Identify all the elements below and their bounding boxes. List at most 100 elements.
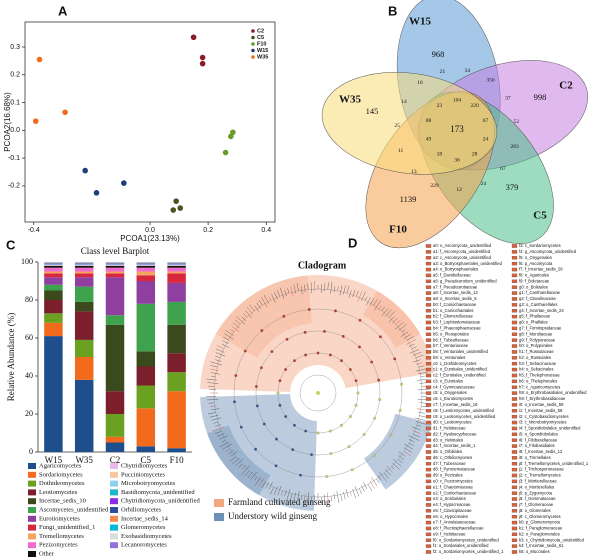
clade-ring: [255, 330, 381, 456]
clade-node: [341, 334, 345, 338]
bar-segment: [44, 277, 63, 285]
clade-branch: [409, 442, 414, 446]
bar-segment: [167, 267, 186, 272]
clade-node: [310, 453, 313, 457]
bar-segment: [167, 391, 186, 449]
taxon-marker: [425, 279, 432, 284]
point: [190, 34, 197, 41]
bar-segment: [167, 324, 186, 354]
clade-branch: [300, 495, 302, 500]
bar-segment: [105, 442, 125, 452]
bar-segment: [105, 315, 125, 325]
clade-ring: [233, 308, 403, 478]
panel-label: A: [58, 3, 68, 18]
clade-node: [276, 391, 280, 395]
clade-branch: [210, 368, 219, 371]
taxon-label: h9: f_Erythrobasidiaceae: [519, 396, 566, 401]
taxon-label: c6: c_Eurotiomycetes: [433, 396, 473, 401]
bar-segment: [136, 281, 156, 304]
taxon-label: f2: o_Sordariomycetes_unidentified_1: [433, 549, 504, 554]
taxon-label: g9: f_Polyporaceae: [519, 337, 556, 342]
taxon-marker: [511, 391, 518, 395]
clade-branch: [271, 294, 276, 303]
bar-segment: [74, 339, 94, 357]
clade-branch: [336, 491, 340, 504]
taxon-marker: [511, 320, 518, 325]
y-tick-label: 0.3: [10, 44, 20, 51]
clade-node: [356, 391, 360, 395]
taxon-label: b5: o_Pleosporales: [433, 331, 469, 336]
legend-label: Dothideomycetes: [39, 480, 85, 487]
region-value: 229: [430, 183, 439, 189]
taxon-marker: [425, 244, 432, 248]
taxon-label: h4: o_Sebacinales: [519, 367, 553, 372]
x-tick-label: 0.0: [145, 227, 155, 234]
y-tick-label: 100: [21, 257, 33, 266]
taxon-marker: [511, 385, 518, 389]
taxon-marker: [425, 379, 432, 384]
point: [177, 205, 184, 211]
clade-node: [358, 345, 361, 349]
region-value: 88: [426, 118, 432, 124]
taxon-label: i2: c_Cystobasidiomycetes: [519, 414, 569, 419]
clade-branch: [343, 285, 346, 295]
taxon-label: d1: f_Helotiaceae: [433, 426, 466, 431]
y-axis-title: Relative Abundance (%): [6, 313, 16, 401]
region-value: 24: [483, 137, 489, 143]
point: [199, 60, 206, 67]
taxon-marker: [425, 332, 432, 336]
clade-branch: [343, 491, 346, 500]
chart-title: Cladogram: [298, 260, 347, 271]
clade-branch: [381, 308, 389, 317]
legend-swatch: [110, 507, 118, 513]
clade-branch: [327, 492, 329, 503]
taxon-marker: [425, 462, 432, 466]
x-tick-label: 0.4: [261, 227, 271, 234]
taxon-label: k3: c_Chytridiomycota_unidentified: [519, 537, 585, 542]
taxon-label: d9: o_Pezizales: [433, 473, 463, 478]
taxon-label: a5: f_Davidiellaceae: [433, 273, 471, 278]
region-value: 49: [426, 137, 432, 143]
point: [82, 167, 88, 174]
taxon-label: c0: c_Dothideomycetes: [433, 361, 477, 366]
bar-segment: [167, 273, 186, 283]
clade-branch: [371, 477, 378, 486]
point: [222, 149, 229, 156]
clade-node: [328, 353, 332, 357]
clade-branch: [207, 399, 219, 401]
bar-segment: [136, 385, 156, 409]
clade-branch: [345, 488, 349, 498]
clade-branch: [265, 482, 270, 489]
clade-node: [334, 309, 337, 313]
taxon-label: g6: o_Phallales: [519, 320, 548, 325]
clade-branch: [211, 417, 222, 421]
clade-node: [348, 368, 352, 371]
taxon-marker: [511, 456, 518, 460]
clade-branch: [409, 349, 420, 354]
clade-node: [233, 400, 236, 404]
legend-marker: [251, 42, 255, 46]
taxon-label: a2: c_Ascomycota_unidentified: [433, 255, 492, 260]
taxon-label: d5: o_Orbiliales: [433, 449, 462, 454]
clade-branch: [232, 457, 240, 464]
taxon-marker: [511, 344, 518, 348]
clade-branch: [230, 451, 238, 457]
taxon-label: d3: o_Helotiales: [433, 437, 463, 442]
taxon-marker: [425, 344, 432, 348]
taxon-marker: [511, 356, 518, 360]
clade-branch: [209, 405, 217, 407]
taxon-marker: [511, 526, 518, 531]
clade-branch: [412, 426, 421, 431]
taxon-marker: [511, 467, 518, 472]
bar-segment: [105, 271, 125, 274]
legend-swatch: [28, 463, 36, 469]
set-label: F10: [389, 224, 407, 236]
clade-node: [354, 403, 358, 407]
clade-shade: [363, 413, 432, 490]
taxon-label: j4: o_Mortierellales: [518, 484, 554, 489]
bar-segment: [74, 301, 94, 312]
taxon-marker: [425, 397, 432, 401]
clade-branch: [367, 484, 373, 492]
taxon-label: f1: o_Sordariales_unidentified: [433, 543, 489, 548]
clade-root: [316, 391, 320, 395]
